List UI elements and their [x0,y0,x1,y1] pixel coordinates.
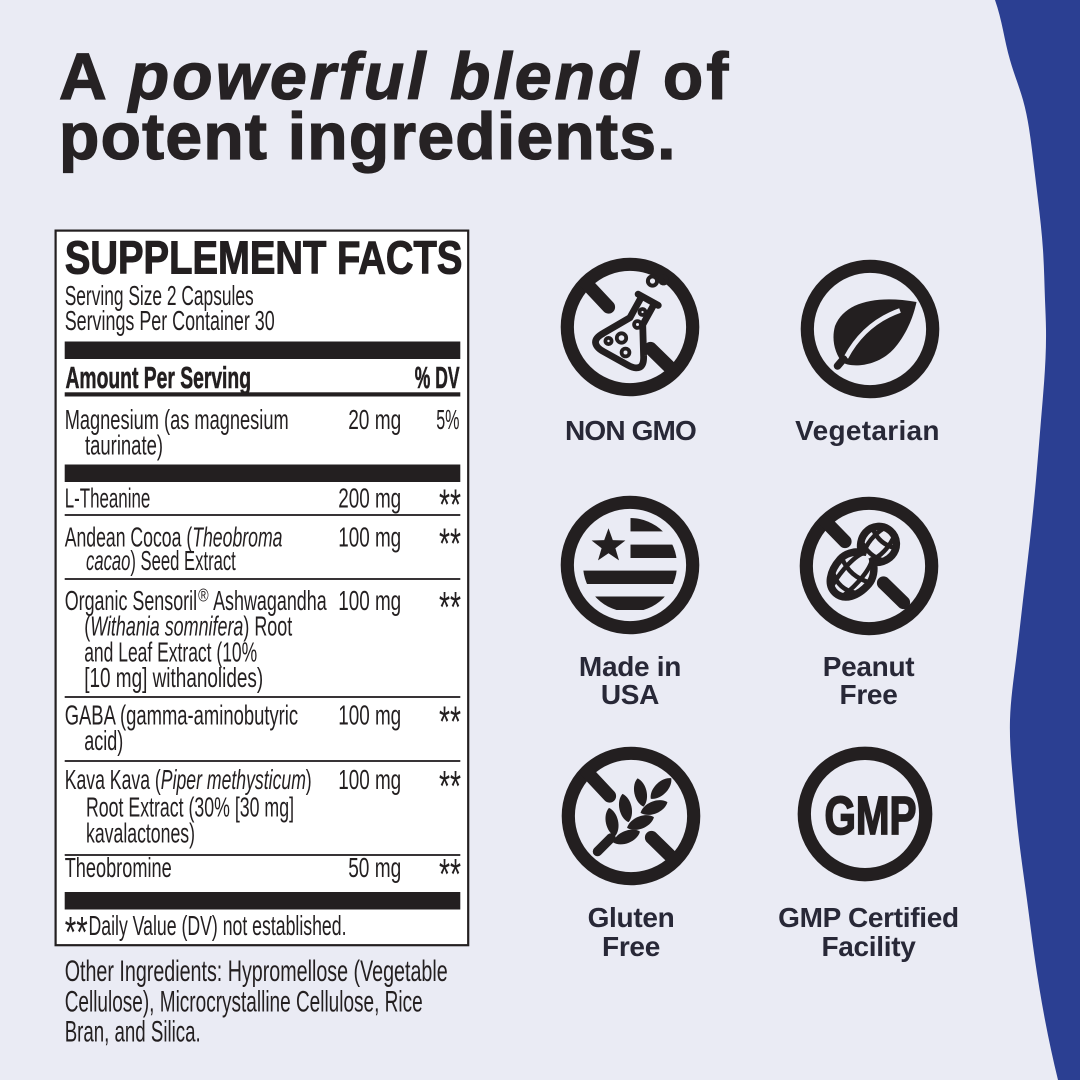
svg-text:SUPPLEMENT FACTS: SUPPLEMENT FACTS [65,231,463,283]
svg-text:**: ** [65,908,88,956]
svg-text:Withania somnifera: Withania somnifera [90,610,243,641]
svg-text:GABA (gamma-aminobutyric: GABA (gamma-aminobutyric [65,700,298,731]
svg-text:[10 mg] withanolides): [10 mg] withanolides) [84,662,263,693]
svg-text:**: ** [439,850,461,899]
svg-text:Cellulose), Microcrystalline C: Cellulose), Microcrystalline Cellulose, … [65,986,423,1019]
svg-text:100 mg: 100 mg [338,521,401,552]
svg-text:kavalactones): kavalactones) [86,818,195,849]
svg-text:Piper methysticum: Piper methysticum [161,764,306,795]
svg-text:): ) [306,764,312,795]
svg-text:L-Theanine: L-Theanine [65,483,151,514]
svg-text:Ashwagandha: Ashwagandha [213,585,327,616]
svg-text:taurinate): taurinate) [85,430,163,461]
svg-text:50 mg: 50 mg [348,852,401,883]
svg-text:Theobroma: Theobroma [192,521,282,552]
svg-text:Organic Sensoril: Organic Sensoril [65,585,197,616]
svg-text:100 mg: 100 mg [338,700,401,731]
svg-text:Theobromine: Theobromine [65,852,172,883]
svg-text:) Root: ) Root [243,610,292,641]
svg-text:) Seed Extract: ) Seed Extract [130,545,236,576]
svg-text:cacao: cacao [86,545,130,576]
svg-text:GMP: GMP [824,786,916,846]
svg-text:Serving Size 2 Capsules: Serving Size 2 Capsules [65,280,254,311]
svg-text:**: ** [439,583,461,632]
svg-text:5%: 5% [436,404,459,435]
svg-text:acid): acid) [84,725,123,756]
svg-text:Andean Cocoa (: Andean Cocoa ( [65,521,193,552]
svg-text:Daily Value (DV) not establish: Daily Value (DV) not established. [89,910,347,941]
svg-text:**: ** [439,698,461,747]
svg-text:100 mg: 100 mg [338,764,401,795]
svg-text:% DV: % DV [415,360,460,395]
svg-text:Kava Kava (: Kava Kava ( [65,764,162,795]
svg-text:100 mg: 100 mg [338,585,401,616]
svg-text:200 mg: 200 mg [338,483,401,514]
svg-text:**: ** [439,762,461,811]
svg-text:**: ** [439,519,461,568]
svg-text:and Leaf Extract (10%: and Leaf Extract (10% [84,636,257,667]
svg-text:Servings Per Container 30: Servings Per Container 30 [65,305,275,336]
svg-text:20 mg: 20 mg [348,404,401,435]
svg-text:Amount Per Serving: Amount Per Serving [66,360,251,395]
svg-text:Bran, and Silica.: Bran, and Silica. [65,1016,201,1049]
svg-text:**: ** [439,481,461,530]
svg-text:®: ® [198,586,209,606]
svg-text:(: ( [84,610,90,641]
svg-text:Other Ingredients: Hypromellos: Other Ingredients: Hypromellose (Vegetab… [65,955,448,988]
svg-text:Magnesium (as magnesium: Magnesium (as magnesium [65,404,289,435]
svg-text:Root Extract (30% [30 mg]: Root Extract (30% [30 mg] [86,791,294,822]
